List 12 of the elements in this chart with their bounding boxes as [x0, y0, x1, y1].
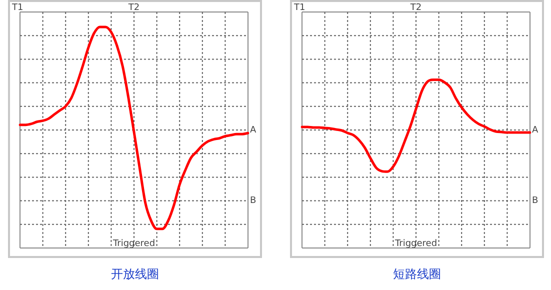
text: T2 — [409, 2, 422, 13]
text: A — [250, 125, 257, 136]
text: Triggered — [394, 238, 438, 249]
text: 短路线圈 — [392, 266, 442, 283]
text: T1 — [293, 2, 306, 13]
text: 开放线圈 — [110, 266, 160, 283]
text: B — [532, 196, 538, 206]
text: A — [532, 125, 539, 136]
text: T1 — [11, 2, 24, 13]
text: B — [250, 196, 256, 206]
text: Triggered — [112, 238, 156, 249]
text: T2 — [127, 2, 140, 13]
